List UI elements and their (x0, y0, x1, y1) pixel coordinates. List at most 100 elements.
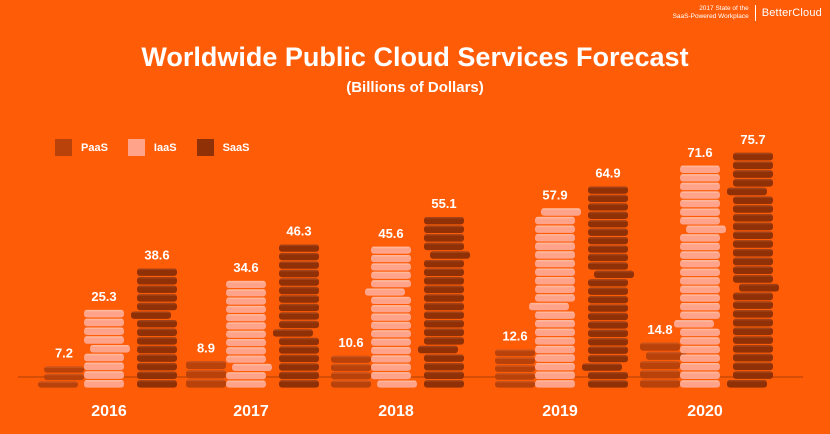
coin (137, 320, 177, 328)
coin (680, 251, 720, 259)
coin-rim (681, 191, 719, 193)
coin-rim (280, 337, 318, 340)
coin (588, 321, 628, 329)
coin (680, 234, 720, 242)
coin-rim (233, 363, 271, 366)
x-tick-label-2017: 2017 (233, 403, 269, 420)
coin (680, 302, 720, 311)
coin (495, 365, 535, 372)
coin-rim (536, 277, 574, 279)
coin (733, 222, 773, 231)
coin-rim (583, 363, 621, 366)
coin-rim (280, 380, 318, 382)
coin-rim (280, 346, 318, 348)
coin-rim (681, 363, 719, 365)
coin (680, 363, 720, 371)
coin-stack-iaas-2016 (84, 309, 130, 388)
coin-rim (227, 289, 265, 291)
coin-rim (138, 371, 176, 374)
coin-rim (589, 287, 627, 290)
coin-rim (681, 174, 719, 176)
coin-rim (496, 365, 534, 367)
coin (279, 371, 319, 380)
coin-rim (536, 337, 574, 339)
coin (535, 328, 575, 337)
coin (588, 346, 628, 354)
data-label-iaas-2016: 25.3 (91, 289, 116, 304)
coin-rim (681, 277, 719, 279)
coin (733, 301, 773, 309)
coin-rim (227, 305, 265, 308)
coin (640, 342, 680, 351)
coin-rim (530, 302, 568, 305)
legend-label-iaas: IaaS (153, 141, 177, 154)
coin-rim (641, 342, 679, 345)
coin (331, 380, 371, 388)
coin (541, 208, 581, 216)
coin-rim (366, 288, 404, 291)
coin (588, 262, 628, 270)
coin (430, 251, 470, 259)
coin-rim (589, 237, 627, 239)
coin-rim (734, 152, 772, 155)
coin-rim (85, 371, 123, 373)
coin-rim (372, 338, 410, 341)
coin-rim (734, 248, 772, 251)
coin-rim (227, 314, 265, 316)
coin (588, 380, 628, 388)
coin (226, 330, 266, 338)
coin (424, 242, 464, 251)
coin-stack-saas-2020 (727, 152, 779, 388)
coin (733, 353, 773, 362)
coin-rim (227, 322, 265, 325)
coin-rim (536, 371, 574, 374)
coin (535, 259, 575, 268)
coin (424, 268, 464, 276)
coin-rim (425, 285, 463, 288)
coin (640, 379, 680, 388)
coin (226, 380, 266, 388)
data-label-saas-2018: 55.1 (431, 196, 456, 211)
coin (137, 328, 177, 337)
coin-rim (187, 370, 225, 372)
coin-rim (425, 328, 463, 331)
coin-rim (681, 208, 719, 211)
coin-rim (280, 295, 318, 298)
coin-rim (681, 345, 719, 348)
coin-rim (589, 279, 627, 281)
coin-rim (425, 354, 463, 357)
coin (535, 294, 575, 302)
coin (371, 346, 411, 355)
coin (279, 337, 319, 346)
coin (733, 371, 773, 379)
coin-rim (589, 262, 627, 264)
coin-rim (734, 345, 772, 347)
coin-rim (425, 234, 463, 236)
coin (680, 380, 720, 388)
coin (424, 320, 464, 328)
coin (279, 295, 319, 303)
coin (733, 248, 773, 257)
coin (84, 380, 124, 388)
coin (279, 261, 319, 269)
coin-rim (138, 268, 176, 271)
coin-rim (372, 263, 410, 265)
coin (680, 294, 720, 302)
coin (371, 338, 411, 346)
data-label-saas-2020: 75.7 (740, 132, 765, 147)
coin-rim (728, 187, 766, 190)
coin-rim (681, 217, 719, 219)
chart-title: Worldwide Public Cloud Services Forecast (141, 42, 689, 72)
coin-rim (734, 362, 772, 365)
coin (424, 217, 464, 225)
coin-rim (280, 371, 318, 374)
coin (495, 373, 535, 380)
coin-rim (138, 294, 176, 296)
coin (137, 337, 177, 345)
coin-rim (227, 372, 265, 374)
coin-rim (332, 364, 370, 366)
coin (84, 336, 124, 344)
coin-rim (227, 297, 265, 300)
coin-rim (681, 199, 719, 202)
coin-rim (681, 268, 719, 271)
